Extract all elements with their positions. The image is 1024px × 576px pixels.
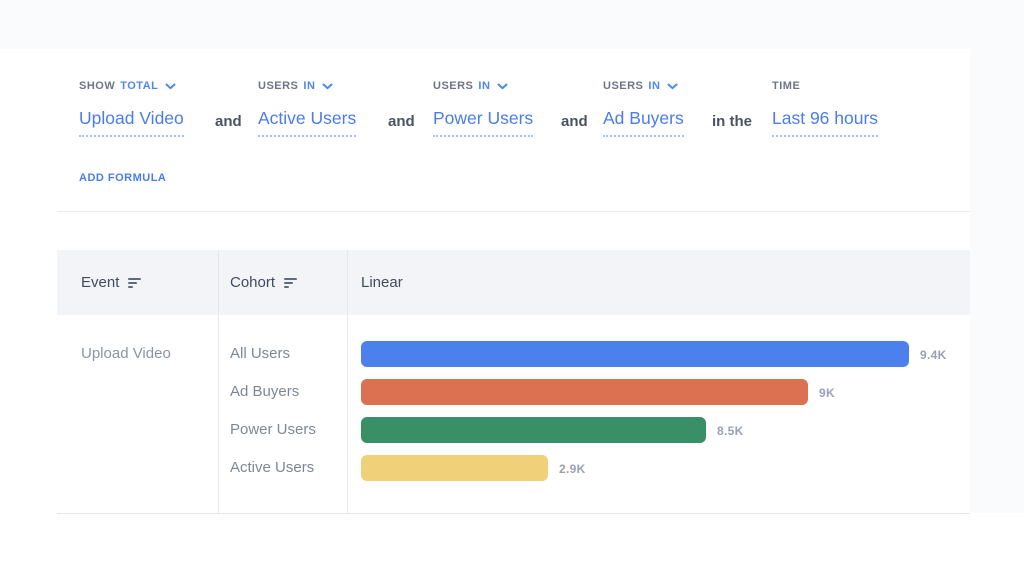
- add-formula-button[interactable]: ADD FORMULA: [79, 172, 167, 184]
- bar-value-ad-buyers: 9K: [819, 386, 835, 400]
- event-selector[interactable]: Upload Video: [79, 108, 184, 137]
- query-segment-time: TIME Last 96 hours: [772, 79, 879, 137]
- event-cell: Upload Video: [81, 345, 171, 362]
- show-total-dropdown[interactable]: SHOW TOTAL: [79, 79, 184, 92]
- time-label: TIME: [772, 79, 801, 92]
- page-top-margin: [0, 0, 1024, 49]
- connector-and-1: and: [215, 113, 242, 130]
- time-range-selector[interactable]: Last 96 hours: [772, 108, 879, 137]
- query-segment-event: SHOW TOTAL Upload Video: [79, 79, 184, 137]
- cohort-column-label: Cohort: [230, 274, 276, 291]
- linear-column-label: Linear: [361, 274, 403, 291]
- cohort-selector-2[interactable]: Power Users: [433, 108, 534, 137]
- cohort-cell-active-users: Active Users: [230, 459, 315, 476]
- in-label: IN: [303, 79, 316, 92]
- users-label: USERS: [603, 79, 644, 92]
- bar-all-users[interactable]: [361, 341, 909, 367]
- query-segment-cohort-3: USERS IN Ad Buyers: [603, 79, 684, 137]
- event-column-label: Event: [81, 274, 120, 291]
- time-label-row: TIME: [772, 79, 878, 92]
- cohort-selector-1[interactable]: Active Users: [258, 108, 357, 137]
- query-segment-cohort-2: USERS IN Power Users: [433, 79, 534, 137]
- column-header-event[interactable]: Event: [81, 250, 142, 315]
- connector-and-2: and: [388, 113, 415, 130]
- column-header-cohort[interactable]: Cohort: [230, 250, 298, 315]
- page-right-margin: [970, 49, 1024, 513]
- bar-power-users[interactable]: [361, 417, 706, 443]
- users-in-dropdown-3[interactable]: USERS IN: [603, 79, 684, 92]
- table-bottom-border: [57, 513, 970, 514]
- bar-value-all-users: 9.4K: [920, 348, 947, 362]
- cohort-cell-ad-buyers: Ad Buyers: [230, 383, 300, 400]
- chevron-down-icon: [497, 83, 508, 89]
- chevron-down-icon: [667, 83, 678, 89]
- table-header: Event Cohort Linear: [57, 250, 970, 315]
- cohort-selector-3[interactable]: Ad Buyers: [603, 108, 684, 137]
- chevron-down-icon: [165, 83, 176, 89]
- column-header-linear: Linear: [361, 250, 403, 315]
- chevron-down-icon: [322, 83, 333, 89]
- total-label: TOTAL: [120, 79, 159, 92]
- sort-icon: [284, 277, 298, 288]
- query-segment-cohort-1: USERS IN Active Users: [258, 79, 357, 137]
- column-divider-2: [347, 250, 348, 513]
- section-divider: [57, 211, 970, 212]
- users-label: USERS: [433, 79, 474, 92]
- users-label: USERS: [258, 79, 299, 92]
- bar-active-users[interactable]: [361, 455, 548, 481]
- in-label: IN: [478, 79, 491, 92]
- bar-value-power-users: 8.5K: [717, 424, 744, 438]
- users-in-dropdown-2[interactable]: USERS IN: [433, 79, 533, 92]
- in-label: IN: [648, 79, 661, 92]
- cohort-cell-all-users: All Users: [230, 345, 291, 362]
- column-divider-1: [218, 250, 219, 513]
- bar-ad-buyers[interactable]: [361, 379, 808, 405]
- connector-and-3: and: [561, 113, 588, 130]
- show-label: SHOW: [79, 79, 116, 92]
- users-in-dropdown-1[interactable]: USERS IN: [258, 79, 356, 92]
- connector-in-the: in the: [712, 113, 752, 130]
- cohort-cell-power-users: Power Users: [230, 421, 316, 438]
- bar-value-active-users: 2.9K: [559, 462, 586, 476]
- sort-icon: [128, 277, 142, 288]
